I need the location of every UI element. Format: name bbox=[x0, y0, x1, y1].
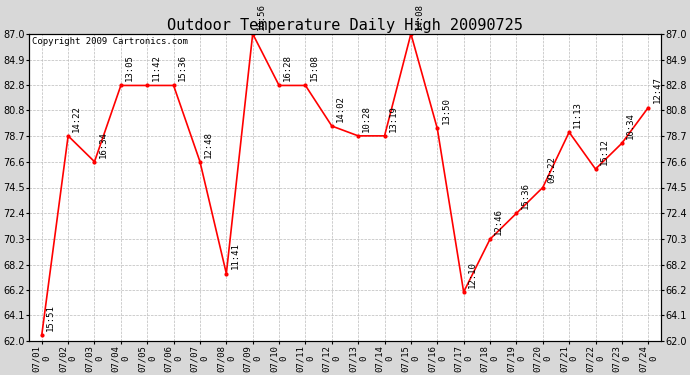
Text: 11:13: 11:13 bbox=[573, 101, 582, 128]
Text: 13:50: 13:50 bbox=[442, 98, 451, 124]
Text: 15:36: 15:36 bbox=[178, 54, 187, 81]
Text: 11:42: 11:42 bbox=[151, 54, 160, 81]
Text: 12:46: 12:46 bbox=[494, 208, 503, 235]
Text: 14:08: 14:08 bbox=[415, 3, 424, 30]
Text: 12:48: 12:48 bbox=[204, 130, 213, 158]
Text: 15:36: 15:36 bbox=[520, 182, 529, 209]
Text: 09:22: 09:22 bbox=[547, 156, 556, 183]
Text: 10:34: 10:34 bbox=[626, 112, 635, 139]
Text: 10:28: 10:28 bbox=[362, 105, 371, 132]
Text: 13:05: 13:05 bbox=[125, 54, 134, 81]
Text: 12:47: 12:47 bbox=[653, 76, 662, 104]
Text: 16:28: 16:28 bbox=[283, 54, 293, 81]
Text: Copyright 2009 Cartronics.com: Copyright 2009 Cartronics.com bbox=[32, 37, 188, 46]
Text: 11:41: 11:41 bbox=[230, 243, 239, 269]
Text: 10:56: 10:56 bbox=[257, 3, 266, 30]
Text: 15:51: 15:51 bbox=[46, 304, 55, 331]
Text: 16:34: 16:34 bbox=[99, 130, 108, 158]
Text: 15:08: 15:08 bbox=[310, 54, 319, 81]
Text: 14:02: 14:02 bbox=[336, 95, 345, 122]
Text: 15:12: 15:12 bbox=[600, 138, 609, 165]
Text: 12:10: 12:10 bbox=[468, 261, 477, 288]
Title: Outdoor Temperature Daily High 20090725: Outdoor Temperature Daily High 20090725 bbox=[167, 18, 523, 33]
Text: 13:19: 13:19 bbox=[388, 105, 397, 132]
Text: 14:22: 14:22 bbox=[72, 105, 81, 132]
